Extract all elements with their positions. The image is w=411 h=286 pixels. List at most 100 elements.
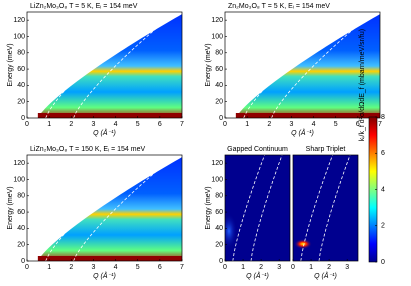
y-tick-label: 120 (13, 17, 25, 24)
y-axis-label: Energy (meV) (205, 43, 212, 86)
x-tick-label: 4 (114, 121, 118, 128)
x-tick-label: 3 (345, 264, 349, 271)
x-tick-label: 3 (277, 264, 281, 271)
x-tick-label: 6 (158, 264, 162, 271)
detector-edge (73, 12, 177, 118)
x-tick-label: 5 (136, 121, 140, 128)
x-axis-label: Q (Å⁻¹) (291, 128, 314, 137)
y-tick-label: 60 (17, 209, 25, 216)
y-tick-label: 120 (211, 160, 223, 167)
y-tick-label: 40 (215, 82, 223, 89)
x-axis-label: Q (Å⁻¹) (246, 271, 269, 280)
x-tick-label: 7 (378, 121, 382, 128)
y-tick-label: 0 (219, 258, 223, 265)
frame (224, 11, 381, 119)
y-tick-label: 20 (17, 242, 25, 249)
y-axis-label: Energy (meV) (7, 43, 14, 86)
detector-edge (232, 155, 266, 261)
frame (224, 154, 291, 262)
x-tick-label: 2 (267, 121, 271, 128)
x-tick-label: 4 (312, 121, 316, 128)
y-tick-label: 0 (21, 258, 25, 265)
y-tick-label: 100 (211, 33, 223, 40)
x-tick-label: 6 (158, 121, 162, 128)
x-tick-label: 0 (223, 121, 227, 128)
x-tick-label: 2 (259, 264, 263, 271)
y-tick-label: 80 (215, 50, 223, 57)
y-tick-label: 100 (13, 33, 25, 40)
detector-edge (300, 155, 334, 261)
x-tick-label: 3 (91, 121, 95, 128)
frame (26, 154, 183, 262)
plot-area (225, 12, 380, 118)
frame (292, 154, 359, 262)
elastic-line (37, 256, 182, 261)
x-tick-label: 1 (309, 264, 313, 271)
y-tick-label: 80 (17, 50, 25, 57)
y-tick-label: 100 (13, 176, 25, 183)
detector-edge (271, 12, 375, 118)
y-tick-label: 20 (17, 99, 25, 106)
colorbar-tick-label: 4 (381, 186, 385, 193)
x-tick-label: 7 (180, 264, 184, 271)
x-tick-label: 2 (69, 121, 73, 128)
panel-title: Sharp Triplet (306, 146, 346, 153)
intensity-map (225, 155, 290, 261)
y-tick-label: 40 (17, 225, 25, 232)
x-tick-label: 3 (91, 264, 95, 271)
x-tick-label: 2 (69, 264, 73, 271)
elastic-line (235, 113, 380, 118)
x-axis-label: Q (Å⁻¹) (314, 271, 337, 280)
y-tick-label: 60 (17, 66, 25, 73)
y-axis-label: Energy (meV) (7, 186, 14, 229)
y-tick-label: 40 (215, 225, 223, 232)
detector-edge (45, 155, 150, 261)
x-tick-label: 3 (289, 121, 293, 128)
y-tick-label: 60 (215, 66, 223, 73)
intensity-map (37, 157, 182, 261)
detector-edge (243, 12, 348, 118)
y-tick-label: 0 (21, 115, 25, 122)
x-tick-label: 5 (334, 121, 338, 128)
panel-title: LiZn₂Mo₃O₈ T = 5 K, Eᵢ = 154 meV (30, 3, 138, 10)
x-tick-label: 5 (136, 264, 140, 271)
colorbar-tick-label: 0 (381, 259, 385, 266)
x-tick-label: 0 (25, 264, 29, 271)
panel-title: LiZn₂Mo₃O₈ T = 150 K, Eᵢ = 154 meV (30, 146, 145, 153)
y-tick-label: 40 (17, 82, 25, 89)
x-tick-label: 0 (291, 264, 295, 271)
x-tick-label: 1 (47, 264, 51, 271)
panel-title: Zn₂Mo₃O₈ T = 5 K, Eᵢ = 154 meV (228, 3, 330, 10)
y-tick-label: 60 (215, 209, 223, 216)
detector-edge (45, 12, 150, 118)
y-tick-label: 120 (13, 160, 25, 167)
x-tick-label: 4 (114, 264, 118, 271)
colorbar-tick-label: 2 (381, 223, 385, 230)
y-tick-label: 20 (215, 242, 223, 249)
x-tick-label: 1 (47, 121, 51, 128)
triplet (294, 239, 312, 249)
x-tick-label: 1 (241, 264, 245, 271)
plot-area (293, 155, 358, 261)
x-axis-label: Q (Å⁻¹) (93, 128, 116, 137)
x-tick-label: 6 (356, 121, 360, 128)
plot-area (27, 155, 182, 261)
y-tick-label: 120 (211, 17, 223, 24)
continuum (225, 213, 237, 249)
y-axis-label: Energy (meV) (205, 186, 212, 229)
y-tick-label: 80 (215, 193, 223, 200)
x-tick-label: 0 (223, 264, 227, 271)
y-tick-label: 20 (215, 99, 223, 106)
intensity-map (37, 14, 182, 118)
y-tick-label: 0 (219, 115, 223, 122)
x-axis-label: Q (Å⁻¹) (93, 271, 116, 280)
detector-edge (318, 155, 351, 261)
colorbar-tick-label: 8 (381, 114, 385, 121)
colorbar-tick-label: 6 (381, 150, 385, 157)
y-tick-label: 100 (211, 176, 223, 183)
x-tick-label: 7 (180, 121, 184, 128)
panel-title: Gapped Continuum (227, 146, 288, 153)
plot-area (27, 12, 182, 118)
x-tick-label: 1 (245, 121, 249, 128)
